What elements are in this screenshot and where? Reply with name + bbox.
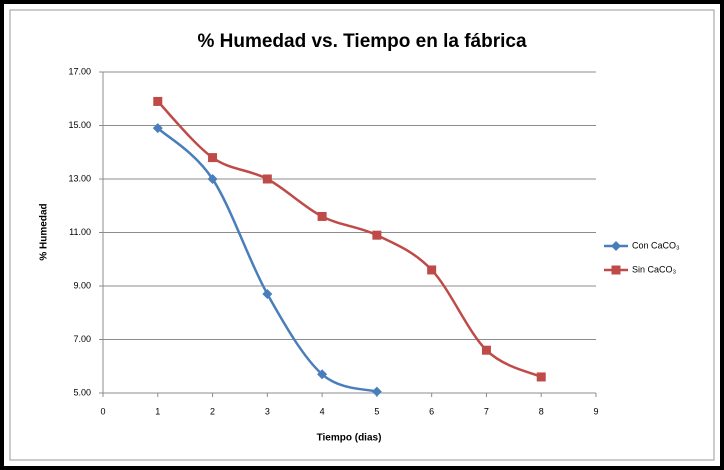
legend-marker <box>611 241 621 251</box>
x-tick-label: 0 <box>100 406 105 416</box>
y-axis-title: % Humedad <box>39 203 50 260</box>
x-tick-label: 7 <box>484 406 489 416</box>
data-point <box>536 372 546 382</box>
legend-label: Sin CaCO₃ <box>632 264 677 274</box>
y-tick-label: 5.00 <box>73 387 91 397</box>
y-tick-label: 17.00 <box>68 66 91 76</box>
data-point <box>262 289 273 300</box>
y-tick-label: 15.00 <box>68 120 91 130</box>
x-tick-label: 6 <box>429 406 434 416</box>
y-tick-label: 9.00 <box>73 280 91 290</box>
data-point <box>262 174 272 184</box>
x-tick-label: 2 <box>210 406 215 416</box>
chart-area <box>9 9 715 461</box>
data-point <box>153 96 163 106</box>
legend-label: Con CaCO₃ <box>632 240 680 250</box>
x-tick-label: 1 <box>155 406 160 416</box>
data-point <box>371 386 382 397</box>
data-point <box>317 211 327 221</box>
y-tick-label: 7.00 <box>73 334 91 344</box>
series-line <box>156 127 378 393</box>
y-tick-label: 13.00 <box>68 173 91 183</box>
data-point <box>152 123 163 134</box>
data-point <box>208 153 218 163</box>
data-point <box>481 345 491 355</box>
x-tick-label: 3 <box>265 406 270 416</box>
chart-title: % Humedad vs. Tiempo en la fábrica <box>197 31 527 52</box>
y-tick-label: 11.00 <box>69 227 91 237</box>
x-tick-label: 9 <box>593 406 598 416</box>
x-tick-label: 5 <box>374 406 379 416</box>
x-tick-label: 8 <box>539 406 544 416</box>
data-point <box>317 369 328 380</box>
x-axis-title: Tiempo (dias) <box>317 433 382 444</box>
x-tick-label: 4 <box>320 406 325 416</box>
data-point <box>427 265 437 275</box>
data-point <box>372 230 382 240</box>
legend-marker <box>611 265 621 275</box>
data-point <box>207 174 218 184</box>
